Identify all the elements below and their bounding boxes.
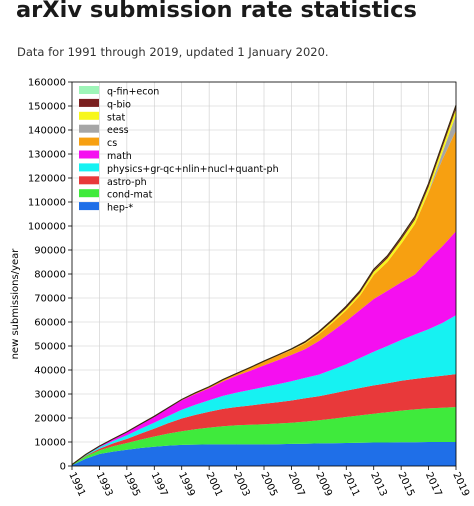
- x-axis: 1991 1993 1995 1997 1999 2001 2003 2005 2007 2009…: [66, 466, 471, 498]
- legend-label: eess: [107, 125, 129, 136]
- legend-label: hep-*: [107, 203, 133, 214]
- total-outline: [71, 105, 457, 466]
- x-tick-label: 2019: [450, 471, 471, 499]
- x-tick-label: 2017: [423, 471, 444, 499]
- legend-label: cs: [107, 138, 117, 149]
- area-series-2: [72, 374, 456, 465]
- x-tick-label: 1997: [149, 471, 170, 499]
- x-tick-label: 2013: [368, 471, 389, 499]
- area-series-4: [72, 231, 456, 465]
- legend-swatch: [79, 163, 99, 172]
- x-tick-label: 2003: [231, 471, 252, 499]
- y-tick-label: 20000: [34, 414, 66, 425]
- legend-label: physics+gr-qc+nlin+nucl+quant-ph: [107, 164, 279, 175]
- legend-swatch: [79, 124, 99, 133]
- y-tick-label: 140000: [28, 126, 66, 137]
- area-series: [71, 105, 457, 466]
- y-tick-label: 10000: [34, 438, 66, 449]
- y-tick-label: 50000: [34, 342, 66, 353]
- legend-swatch: [79, 137, 99, 146]
- legend-label: q-bio: [107, 99, 131, 110]
- x-tick-label: 1999: [176, 471, 197, 499]
- y-tick-label: 130000: [28, 150, 66, 161]
- x-tick-label: 1993: [94, 471, 115, 499]
- legend-swatch: [79, 202, 99, 211]
- y-tick-label: 0: [60, 462, 66, 473]
- y-tick-label: 80000: [34, 270, 66, 281]
- y-tick-label: 120000: [28, 174, 66, 185]
- page-title: arXiv submission rate statistics: [16, 0, 417, 23]
- page-subtitle: Data for 1991 through 2019, updated 1 Ja…: [17, 45, 329, 59]
- area-series-0: [72, 442, 456, 466]
- y-tick-label: 30000: [34, 390, 66, 401]
- legend-swatch: [79, 86, 99, 94]
- area-series-3: [72, 315, 456, 465]
- y-axis-label: new submissions/year: [10, 248, 21, 360]
- y-tick-label: 90000: [34, 246, 66, 257]
- y-tick-label: 60000: [34, 318, 66, 329]
- x-tick-label: 1995: [121, 471, 142, 499]
- x-tick-label: 2015: [395, 471, 416, 499]
- y-tick-label: 100000: [28, 222, 66, 233]
- legend-label: stat: [107, 112, 125, 123]
- legend-swatch: [79, 150, 99, 159]
- x-tick-label: 2009: [313, 471, 334, 499]
- legend-swatch: [79, 189, 99, 198]
- area-series-1: [72, 407, 456, 466]
- x-tick-label: 2005: [258, 471, 279, 499]
- y-tick-label: 70000: [34, 294, 66, 305]
- legend-swatch: [79, 176, 99, 185]
- legend-label: astro-ph: [107, 177, 147, 188]
- legend-label: math: [107, 151, 132, 162]
- y-tick-label: 110000: [28, 198, 66, 209]
- x-tick-label: 1991: [66, 471, 87, 499]
- legend-swatch: [79, 98, 99, 107]
- legend-swatch: [79, 111, 99, 120]
- y-axis: 0 10000 20000 30000 40000 50000 60000 70000 8000…: [28, 78, 72, 473]
- y-tick-label: 40000: [34, 366, 66, 377]
- x-tick-label: 2001: [203, 471, 224, 499]
- x-tick-label: 2007: [286, 471, 307, 499]
- x-tick-label: 2011: [341, 471, 362, 499]
- stacked-area-chart: 0 10000 20000 30000 40000 50000 60000 70000 8000…: [10, 78, 471, 499]
- y-tick-label: 160000: [28, 78, 66, 89]
- y-tick-label: 150000: [28, 102, 66, 113]
- legend-label: cond-mat: [107, 190, 153, 201]
- legend-label: q-fin+econ: [107, 87, 159, 98]
